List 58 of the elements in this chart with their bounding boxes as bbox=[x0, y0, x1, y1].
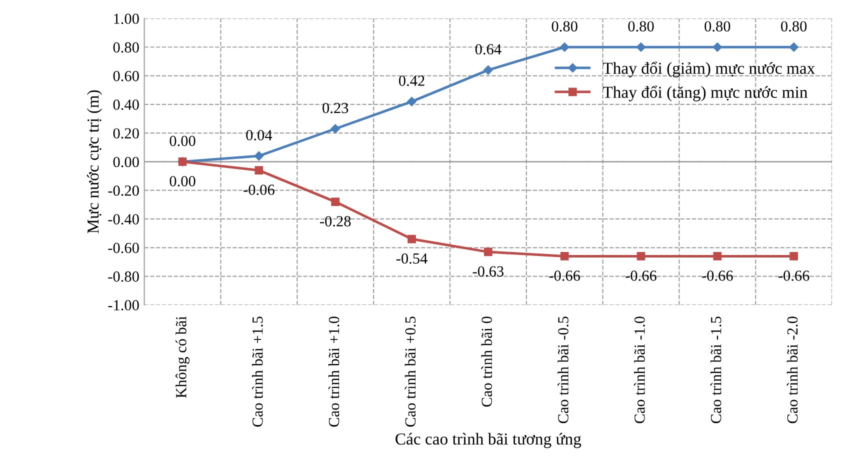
data-label: 0.80 bbox=[704, 21, 730, 32]
point bbox=[484, 65, 493, 75]
data-label: -0.66 bbox=[549, 270, 580, 281]
data-label: 0.00 bbox=[170, 176, 196, 186]
data-label: 0.00 bbox=[170, 136, 196, 146]
x-tick-label: Không có bãi bbox=[176, 316, 190, 398]
data-label: -0.66 bbox=[702, 270, 733, 281]
point bbox=[789, 42, 798, 52]
point bbox=[408, 234, 416, 244]
data-label: -0.63 bbox=[472, 266, 504, 277]
point bbox=[560, 252, 569, 260]
data-label: -0.06 bbox=[244, 184, 274, 195]
data-label: 0.42 bbox=[398, 76, 424, 86]
x-axis-title: Các cao trình bãi tương ứng bbox=[396, 432, 582, 448]
y-tick-label: -0.80 bbox=[108, 271, 139, 282]
y-tick-label: 0.60 bbox=[113, 70, 139, 82]
y-tick-label: 0.20 bbox=[113, 128, 139, 139]
x-tick-label: Cao trình bãi 0 bbox=[481, 316, 492, 407]
y-axis-title: Mực nước cực trị (m) bbox=[86, 90, 102, 234]
y-tick-label: -1.00 bbox=[108, 300, 139, 310]
point bbox=[484, 248, 492, 256]
point bbox=[713, 252, 722, 260]
y-tick-label: 1.00 bbox=[114, 14, 139, 24]
data-label: 0.80 bbox=[628, 21, 654, 32]
x-tick-label: Cao trình bãi +1.0 bbox=[328, 316, 340, 427]
data-label: 0.80 bbox=[552, 21, 578, 32]
x-tick-label: Cao trình bãi +0.5 bbox=[404, 316, 416, 427]
data-label: 0.23 bbox=[322, 102, 348, 114]
data-label: -0.54 bbox=[396, 253, 428, 264]
y-tick-label: 0.80 bbox=[113, 42, 139, 53]
point bbox=[331, 198, 340, 206]
data-label: 0.64 bbox=[475, 44, 502, 55]
data-label: -0.28 bbox=[320, 216, 351, 227]
legend-label: Thay đổi (giảm) mực nước max bbox=[602, 62, 815, 78]
point bbox=[254, 166, 264, 174]
point bbox=[636, 252, 646, 260]
data-label: -0.66 bbox=[778, 270, 810, 281]
x-tick-label: Cao trình bãi -1.5 bbox=[710, 316, 722, 424]
point bbox=[407, 96, 416, 106]
data-label: -0.66 bbox=[626, 270, 656, 281]
x-tick-label: Cao trình bãi -2.0 bbox=[786, 316, 798, 424]
y-tick-label: -0.40 bbox=[108, 214, 139, 225]
x-tick-label: Cao trình bãi -1.0 bbox=[634, 316, 645, 424]
y-tick-label: 0.00 bbox=[113, 156, 139, 168]
x-tick-label: Cao trình bãi +1.5 bbox=[252, 316, 263, 427]
data-label: 0.80 bbox=[781, 21, 807, 32]
point bbox=[560, 42, 570, 52]
legend-label: Thay đổi (tăng) mực nước min bbox=[602, 86, 808, 102]
point bbox=[254, 151, 264, 161]
data-label: 0.04 bbox=[246, 130, 272, 140]
y-tick-label: 0.40 bbox=[113, 100, 139, 110]
point bbox=[790, 252, 798, 260]
point bbox=[330, 124, 340, 134]
point bbox=[636, 42, 646, 52]
y-tick-label: -0.60 bbox=[108, 242, 139, 254]
y-tick-label: -0.20 bbox=[108, 185, 139, 196]
point bbox=[712, 42, 722, 52]
x-tick-label: Cao trình bãi -0.5 bbox=[558, 316, 568, 424]
